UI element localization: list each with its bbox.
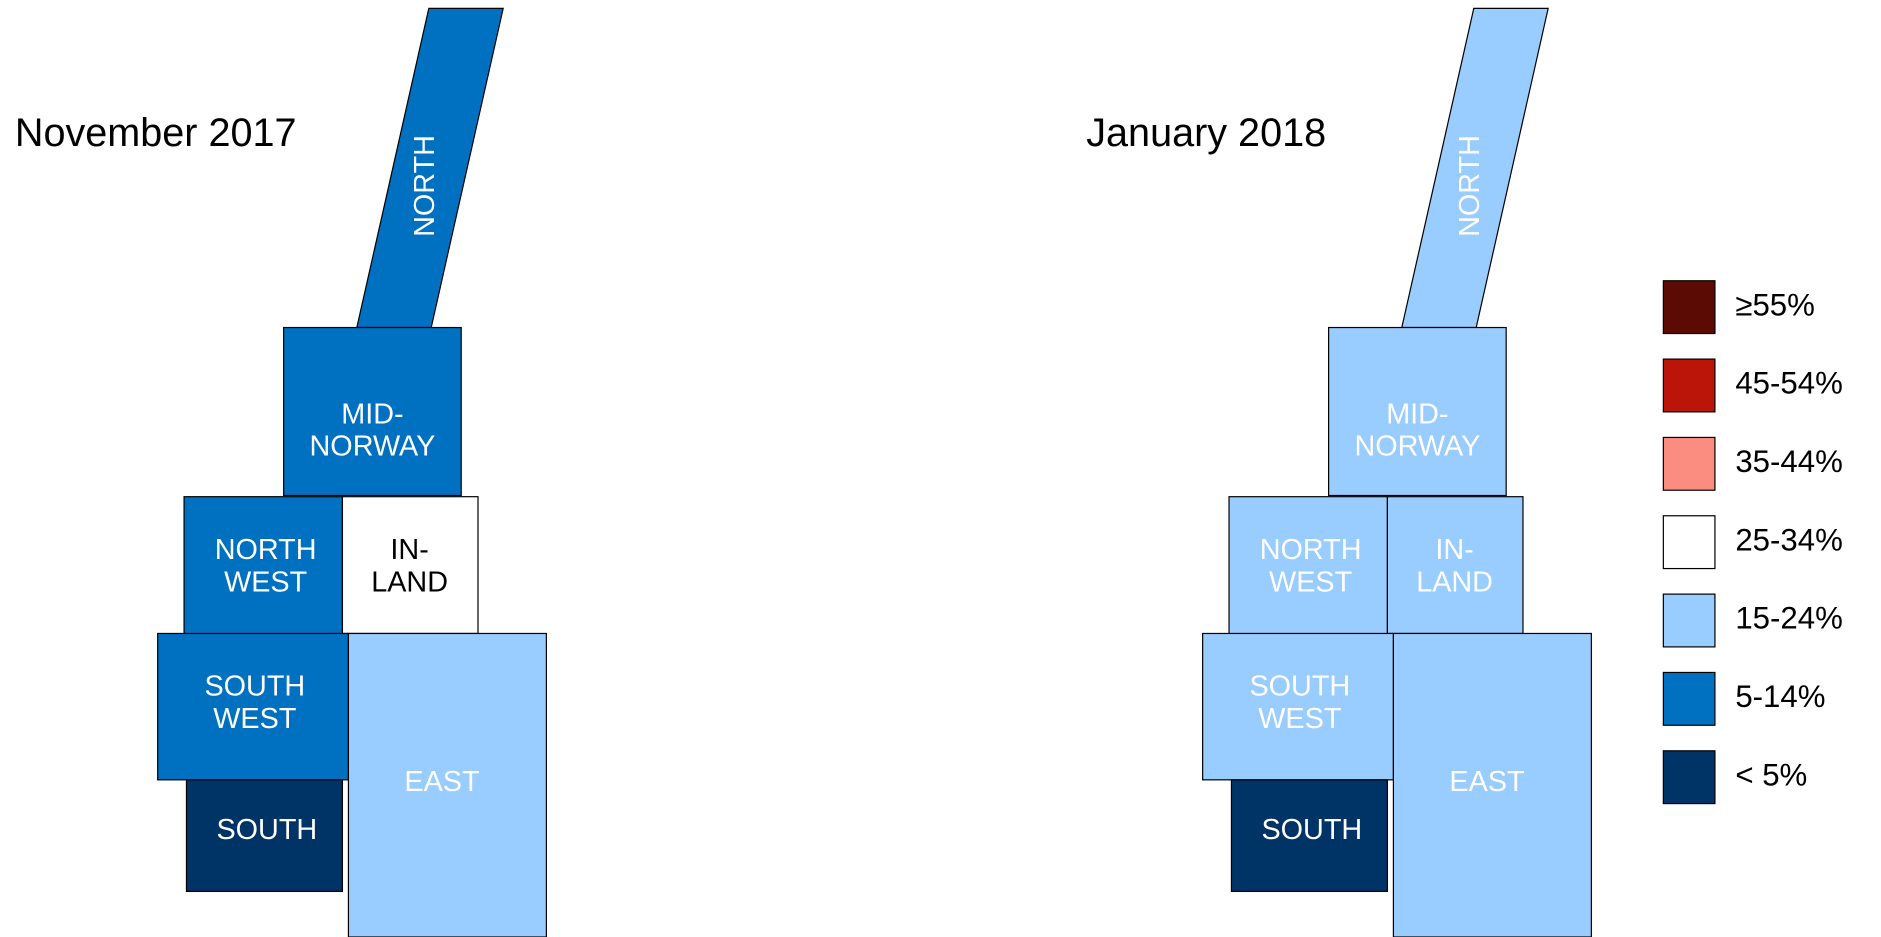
legend-label: 5-14% xyxy=(1735,679,1825,714)
region-label: NORWAY xyxy=(1354,431,1480,463)
region xyxy=(185,779,344,893)
region-label: LAND xyxy=(371,566,448,598)
region xyxy=(347,632,547,937)
region-label: NORTH xyxy=(1454,135,1486,237)
region xyxy=(341,496,479,635)
legend-swatch xyxy=(1662,750,1716,805)
legend-label: 35-44% xyxy=(1735,444,1843,479)
region-label: NORTH xyxy=(409,135,441,237)
legend-label: 25-34% xyxy=(1735,522,1843,557)
legend-swatch xyxy=(1662,358,1716,413)
legend-swatch xyxy=(1662,436,1716,491)
region-label: NORTH xyxy=(215,534,317,566)
region-label: WEST xyxy=(1269,566,1352,598)
region-label: SOUTH xyxy=(216,814,317,846)
legend-label: 45-54% xyxy=(1735,366,1843,401)
region-label: WEST xyxy=(213,703,296,735)
legend-swatch xyxy=(1662,671,1716,726)
region xyxy=(157,632,350,781)
region-label: IN- xyxy=(1435,534,1473,566)
region xyxy=(1230,779,1389,893)
region xyxy=(183,496,344,645)
region-label: SOUTH xyxy=(204,671,305,703)
region-label: MID- xyxy=(341,398,403,430)
region xyxy=(1386,496,1524,635)
region-label: NORTH xyxy=(1260,534,1362,566)
map-title: November 2017 xyxy=(15,111,297,155)
legend-swatch xyxy=(1662,593,1716,648)
region-label: MID- xyxy=(1386,398,1448,430)
legend-label: < 5% xyxy=(1735,757,1807,792)
region-label: EAST xyxy=(404,766,479,798)
region xyxy=(1328,326,1507,497)
legend-swatch xyxy=(1662,280,1716,335)
legend-label: ≥55% xyxy=(1735,287,1815,322)
region-label: IN- xyxy=(390,534,428,566)
region-label: NORWAY xyxy=(310,431,436,463)
map-title: January 2018 xyxy=(1086,111,1326,155)
region xyxy=(283,326,462,497)
legend-label: 15-24% xyxy=(1735,601,1843,636)
region xyxy=(1392,632,1592,937)
legend-swatch xyxy=(1662,515,1716,570)
region-label: LAND xyxy=(1416,566,1493,598)
region-label: WEST xyxy=(1258,703,1341,735)
region-label: EAST xyxy=(1449,766,1524,798)
region-label: SOUTH xyxy=(1249,671,1350,703)
map: January 2018NORTHMID-NORWAYNORTHWESTIN-L… xyxy=(1086,7,1592,937)
region-label: WEST xyxy=(224,566,307,598)
region-label: SOUTH xyxy=(1261,814,1362,846)
map: November 2017NORTHMID-NORWAYNORTHWESTIN-… xyxy=(15,7,547,937)
region xyxy=(1228,496,1389,645)
